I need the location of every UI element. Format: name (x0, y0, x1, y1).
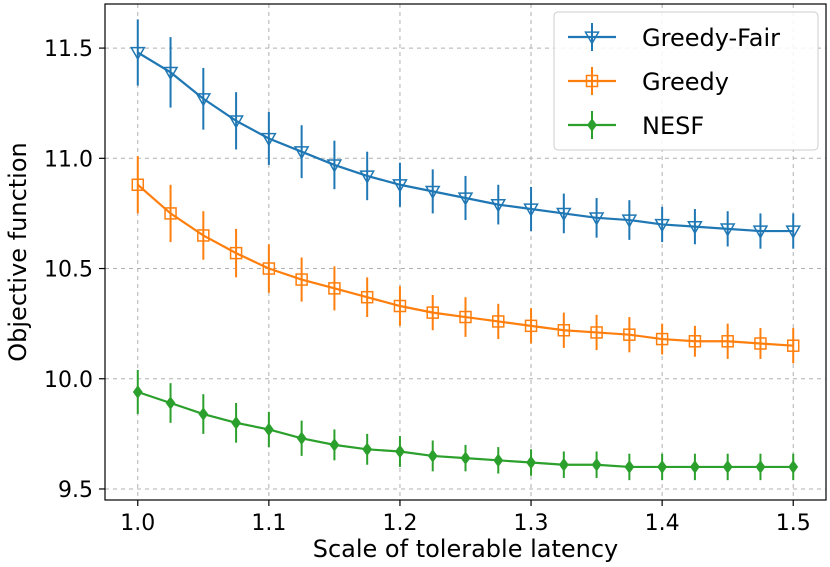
data-point-greedy (557, 324, 571, 337)
legend-label-greedy-fair: Greedy-Fair (642, 24, 780, 52)
data-point-greedy (590, 326, 603, 339)
data-point-greedy (623, 328, 636, 341)
data-point-nesf (722, 460, 733, 474)
data-point-greedy (295, 273, 308, 286)
x-tick-label: 1.4 (645, 511, 680, 536)
plot-frame (104, 3, 827, 501)
data-point-greedy-fair (654, 218, 670, 233)
data-point-greedy-fair (588, 212, 605, 226)
data-point-nesf (165, 396, 176, 410)
x-tick-label: 1.1 (251, 511, 286, 536)
legend-marker-greedy-fair (584, 31, 600, 46)
data-point-greedy (688, 335, 702, 348)
data-point-greedy-fair (490, 198, 507, 213)
data-point-nesf (755, 460, 766, 474)
y-tick-label: 10.0 (44, 368, 93, 393)
data-point-greedy-fair (424, 185, 441, 200)
legend-label-nesf: NESF (642, 112, 704, 140)
data-point-greedy-fair (621, 214, 638, 229)
data-point-greedy (524, 319, 538, 333)
data-point-greedy-fair (162, 66, 179, 81)
data-point-greedy (197, 229, 210, 242)
data-point-nesf (296, 431, 307, 446)
x-tick-label: 1.5 (776, 511, 811, 536)
x-tick-label: 1.0 (120, 511, 155, 536)
y-tick-label: 9.5 (58, 478, 93, 503)
data-point-greedy (721, 335, 734, 348)
data-point-nesf (395, 444, 405, 459)
data-point-nesf (788, 460, 799, 474)
data-point-greedy-fair (785, 225, 802, 240)
data-point-greedy-fair (752, 225, 769, 240)
data-point-nesf (198, 407, 209, 421)
series-nesf (132, 369, 799, 481)
x-tick-label: 1.3 (514, 511, 549, 536)
data-point-greedy-fair (326, 159, 343, 173)
series-layer (129, 19, 802, 481)
data-point-greedy-fair (457, 192, 474, 207)
data-point-greedy (492, 315, 505, 328)
data-point-greedy (786, 339, 800, 352)
data-point-nesf (591, 457, 602, 472)
data-point-greedy-fair (359, 170, 375, 184)
data-point-nesf (689, 460, 700, 474)
data-point-greedy-fair (228, 115, 244, 129)
data-point-greedy (393, 299, 407, 313)
data-point-nesf (329, 438, 340, 452)
legend-label-greedy: Greedy (642, 68, 729, 96)
data-point-nesf (526, 455, 536, 470)
data-point-nesf (132, 385, 143, 399)
data-point-nesf (493, 453, 504, 468)
data-point-nesf (624, 460, 635, 474)
y-tick-label: 11.5 (44, 37, 93, 62)
data-point-nesf (263, 422, 274, 437)
ticks: 1.0 1.1 1.2 1.3 1.4 1.5 9.5 10.0 10.5 11.0 11.5 (44, 37, 811, 536)
x-axis-label: Scale of tolerable latency (313, 535, 619, 563)
data-point-nesf (558, 457, 569, 472)
data-point-greedy-fair (719, 223, 736, 237)
data-point-nesf (460, 451, 471, 465)
y-tick-label: 10.5 (44, 258, 93, 283)
data-point-nesf (427, 449, 438, 463)
data-point-greedy-fair (261, 132, 277, 147)
data-point-greedy (229, 246, 243, 260)
x-tick-label: 1.2 (382, 511, 417, 536)
data-point-greedy-fair (556, 207, 572, 222)
data-point-nesf (231, 416, 242, 430)
y-tick-label: 11.0 (44, 147, 93, 172)
series-greedy-fair (129, 19, 802, 249)
legend-box (553, 11, 819, 151)
legend: Greedy-Fair Greedy NESF (553, 11, 819, 151)
data-point-greedy (426, 306, 439, 319)
y-axis-label: Objective function (4, 142, 32, 361)
data-point-greedy (131, 178, 145, 192)
data-point-greedy-fair (523, 203, 539, 218)
data-point-greedy-fair (293, 146, 310, 160)
data-point-greedy (360, 290, 374, 304)
data-point-greedy-fair (195, 93, 212, 107)
legend-marker-nesf (587, 118, 597, 132)
data-point-greedy (655, 332, 669, 346)
data-point-greedy-fair (392, 179, 408, 193)
legend-marker-greedy (585, 74, 599, 88)
data-point-greedy (328, 282, 341, 295)
data-point-greedy (459, 310, 472, 324)
series-greedy (131, 156, 800, 364)
data-point-greedy (754, 337, 767, 350)
data-point-nesf (657, 460, 668, 474)
data-point-greedy-fair (687, 221, 703, 235)
data-point-greedy (262, 262, 276, 275)
data-point-greedy-fair (129, 46, 146, 61)
data-point-nesf (362, 442, 373, 457)
data-point-greedy (164, 207, 177, 220)
